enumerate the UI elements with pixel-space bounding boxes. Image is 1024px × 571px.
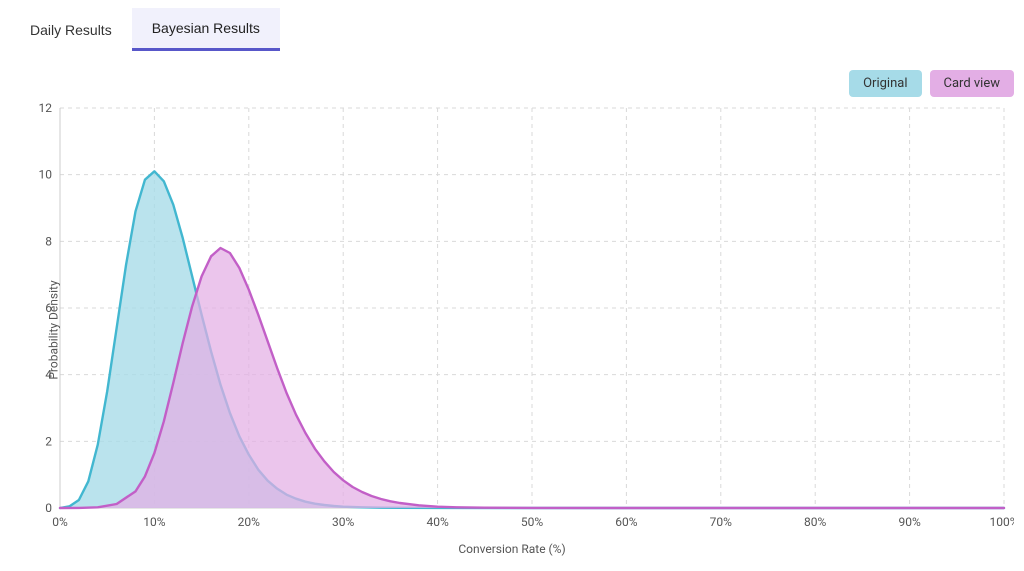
x-axis-label: Conversion Rate (%) (10, 542, 1014, 556)
svg-text:12: 12 (39, 101, 53, 115)
svg-text:20%: 20% (238, 515, 260, 529)
svg-text:10: 10 (39, 168, 53, 182)
legend-item-original[interactable]: Original (849, 70, 921, 97)
chart-canvas: 0246810120%10%20%30%40%50%60%70%80%90%10… (10, 100, 1014, 540)
svg-text:0%: 0% (52, 515, 68, 529)
legend-item-card-view[interactable]: Card view (930, 70, 1015, 97)
tab-bayesian-results[interactable]: Bayesian Results (132, 8, 280, 51)
svg-text:40%: 40% (426, 515, 448, 529)
tabs: Daily Results Bayesian Results (10, 8, 1014, 51)
svg-text:50%: 50% (521, 515, 543, 529)
y-axis-label: Probability Density (47, 280, 61, 379)
chart-legend: Original Card view (849, 70, 1014, 97)
svg-text:2: 2 (45, 434, 52, 448)
density-chart: Probability Density 0246810120%10%20%30%… (10, 100, 1014, 560)
svg-text:90%: 90% (898, 515, 920, 529)
svg-text:8: 8 (45, 234, 52, 248)
tab-daily-results[interactable]: Daily Results (10, 8, 132, 51)
svg-text:30%: 30% (332, 515, 354, 529)
svg-text:100%: 100% (989, 515, 1014, 529)
svg-text:10%: 10% (143, 515, 165, 529)
svg-text:0: 0 (45, 501, 52, 515)
svg-text:70%: 70% (710, 515, 732, 529)
svg-text:80%: 80% (804, 515, 826, 529)
svg-text:60%: 60% (615, 515, 637, 529)
